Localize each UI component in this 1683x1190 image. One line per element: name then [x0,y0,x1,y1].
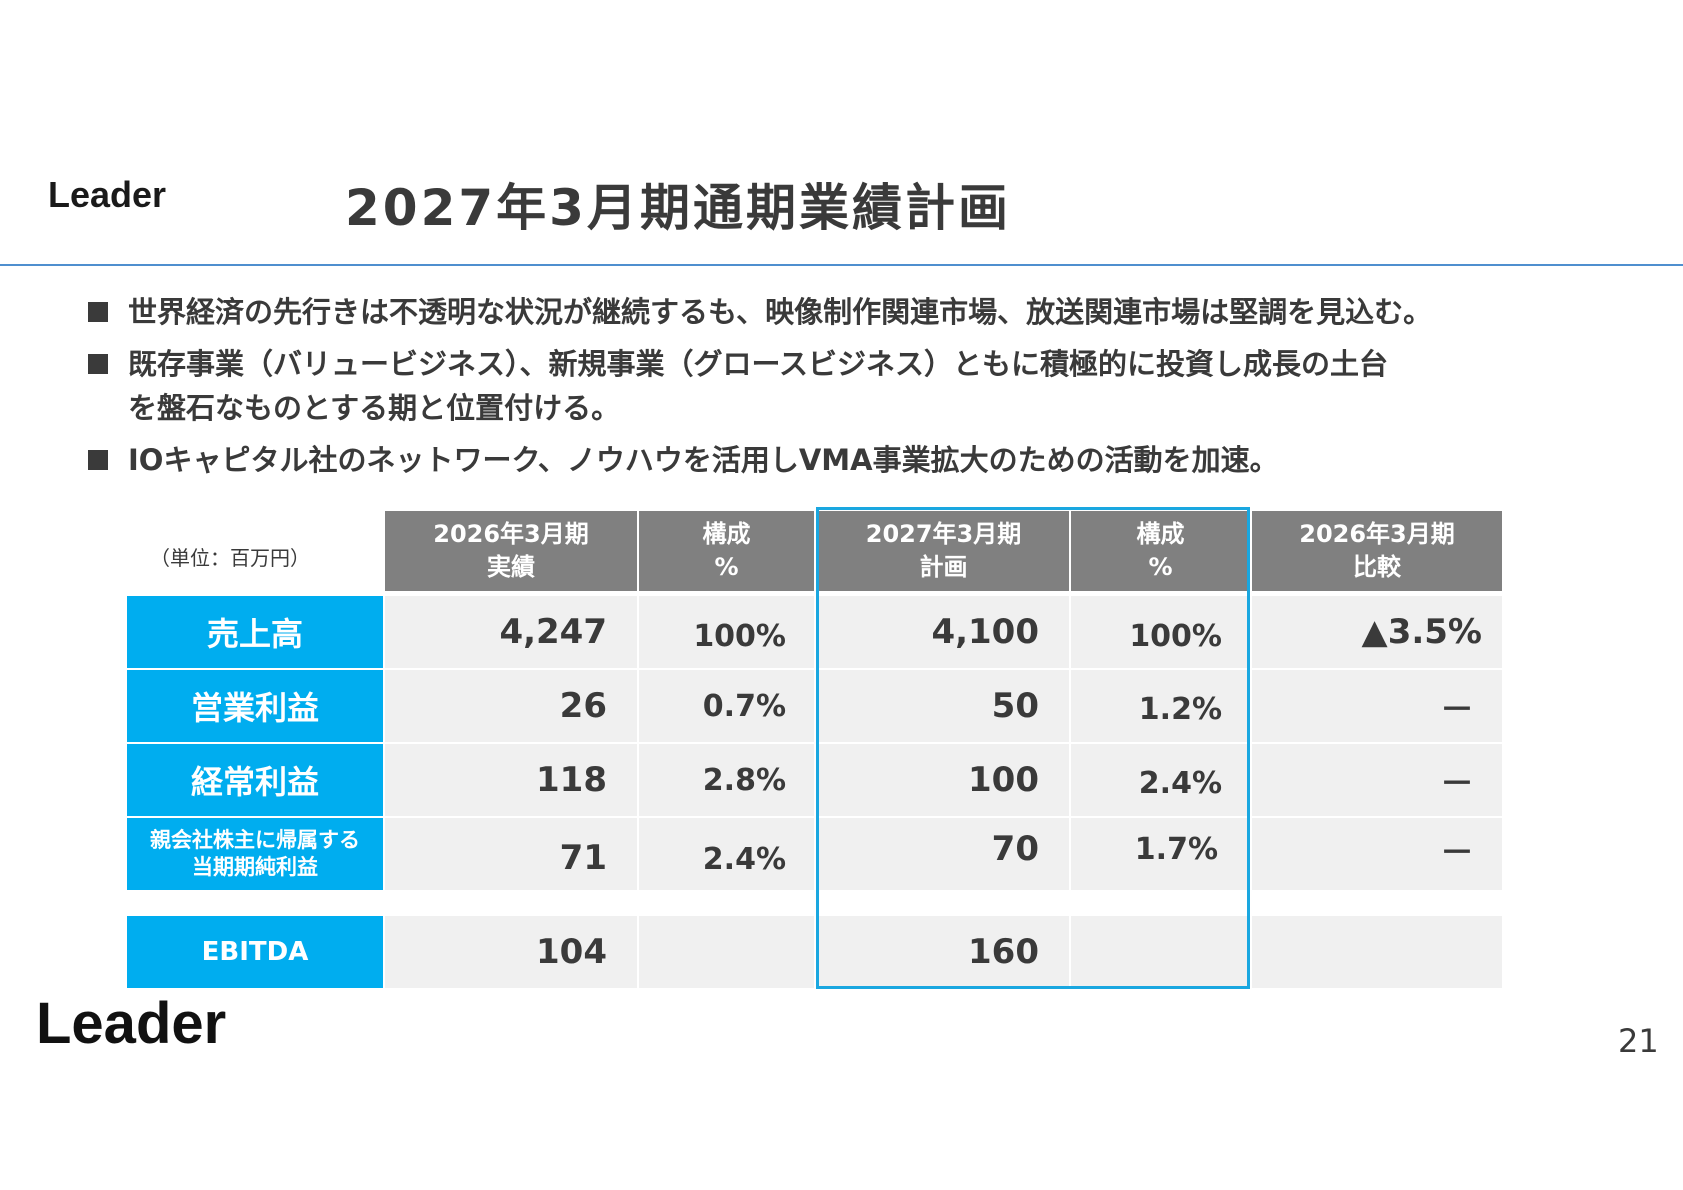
row-label-line: 親会社株主に帰属する [150,828,360,852]
page-title: 2027年3月期通期業績計画 [345,179,1011,237]
header-divider [0,264,1683,266]
table-cell-plan-pct: 2.4% [1071,744,1250,816]
page-number: 21 [1618,1022,1659,1060]
column-header-line: 実績 [487,553,535,581]
table-cell-plan: 100 [818,744,1069,816]
bullet-text: IOキャピタル社のネットワーク、ノウハウを活用しVMA事業拡大のための活動を加速… [128,443,1279,477]
bullet-text: 世界経済の先行きは不透明な状況が継続するも、映像制作関連市場、放送関連市場は堅調… [128,295,1433,329]
bullet-list: 世界経済の先行きは不透明な状況が継続するも、映像制作関連市場、放送関連市場は堅調… [88,290,1648,490]
column-header-actual: 2026年3月期 実績 [385,511,637,591]
table-cell-plan-pct: 1.2% [1071,670,1250,742]
table-cell-empty [1252,916,1502,988]
table-cell-compare: － [1252,670,1502,742]
company-logo: Leader [48,174,167,215]
column-header-plan: 2027年3月期 計画 [818,511,1069,591]
column-header-line: 2027年3月期 [865,520,1022,548]
column-header-line: 2026年3月期 [433,520,589,548]
table-cell-actual: 104 [385,916,637,988]
square-bullet-icon [88,450,108,470]
square-bullet-icon [88,354,108,374]
table-cell-empty [639,916,814,988]
footer-logo: Leader [36,991,227,1056]
table-cell-plan-pct: 100% [1071,596,1250,668]
column-header-line: 構成 [1136,520,1185,548]
table-cell-actual: 71 [385,818,637,890]
table-cell-compare: － [1252,818,1502,890]
table-cell-plan-pct: 1.7% [1071,818,1250,890]
column-header-line: 計画 [919,553,968,581]
table-cell-actual-pct: 100% [639,596,814,668]
table-cell-empty [1071,916,1250,988]
table-cell-compare: ▲3.5% [1252,596,1502,668]
column-header-line: % [1148,553,1173,581]
column-header-line: 構成 [702,520,751,548]
bullet-item: 世界経済の先行きは不透明な状況が継続するも、映像制作関連市場、放送関連市場は堅調… [88,290,1648,334]
table-cell-actual-pct: 2.8% [639,744,814,816]
table-cell-actual: 26 [385,670,637,742]
column-header-plan-pct: 構成 % [1071,511,1250,591]
bullet-text: を盤石なものとする期と位置付ける。 [128,391,621,425]
row-label-operating-income: 営業利益 [127,670,383,742]
table-cell-actual-pct: 2.4% [639,818,814,890]
row-label-line: 当期期純利益 [192,855,318,879]
table-cell-plan: 50 [818,670,1069,742]
row-label-ordinary-income: 経常利益 [127,744,383,816]
table-cell-actual: 4,247 [385,596,637,668]
table-cell-actual: 118 [385,744,637,816]
bullet-text: 既存事業（バリュービジネス）、新規事業（グロースビジネス）ともに積極的に投資し成… [128,347,1389,381]
bullet-item: IOキャピタル社のネットワーク、ノウハウを活用しVMA事業拡大のための活動を加速… [88,438,1648,482]
column-header-line: % [714,553,739,581]
row-label-net-income: 親会社株主に帰属する 当期期純利益 [127,818,383,890]
column-header-compare: 2026年3月期 比較 [1252,511,1502,591]
square-bullet-icon [88,302,108,322]
table-cell-plan: 4,100 [818,596,1069,668]
table-cell-compare: － [1252,744,1502,816]
unit-label: （単位：百万円） [150,546,310,570]
row-label-net-sales: 売上高 [127,596,383,668]
row-label-ebitda: EBITDA [127,916,383,988]
table-cell-actual-pct: 0.7% [639,670,814,742]
table-cell-plan: 160 [818,916,1069,988]
column-header-line: 比較 [1353,553,1401,581]
column-header-actual-pct: 構成 % [639,511,814,591]
bullet-item: 既存事業（バリュービジネス）、新規事業（グロースビジネス）ともに積極的に投資し成… [88,342,1648,430]
column-header-line: 2026年3月期 [1299,520,1455,548]
table-cell-plan: 70 [818,818,1069,890]
